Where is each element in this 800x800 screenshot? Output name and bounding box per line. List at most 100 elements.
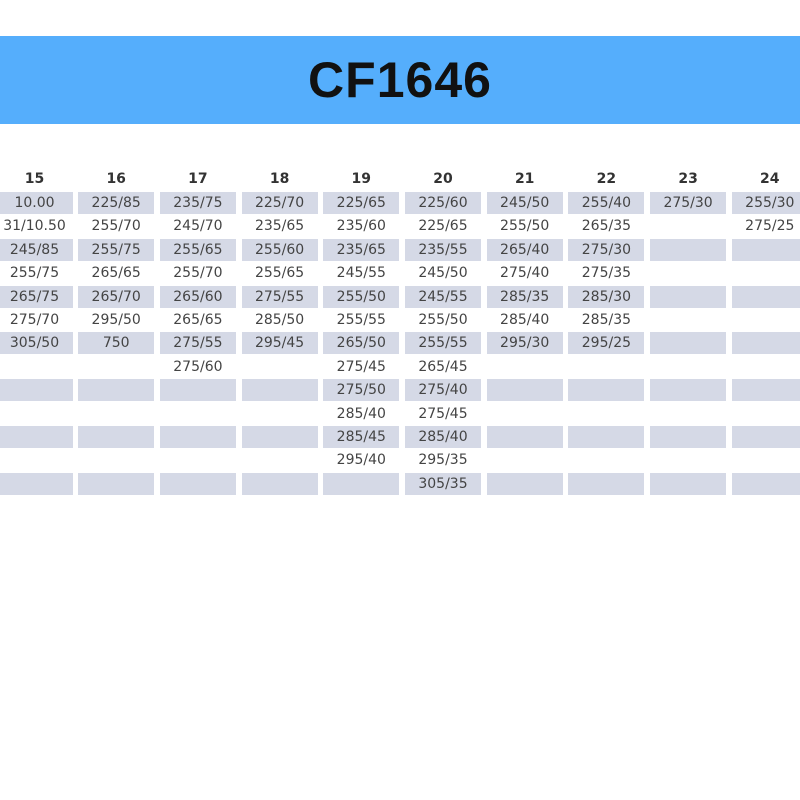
size-cell: 255/75 [9, 265, 60, 282]
size-cell: 295/25 [568, 332, 645, 355]
size-cell: 275/30 [568, 238, 645, 261]
size-cell [0, 472, 73, 495]
size-cell [487, 356, 563, 378]
size-cell [0, 449, 73, 471]
column-header: 20 [433, 171, 453, 187]
rim-column-16: 16 225/85 255/70 255/75 265/65 265/70 295/50 75… [78, 166, 155, 496]
size-cell: 245/85 [0, 238, 73, 261]
size-cell [0, 379, 73, 402]
size-cell [731, 472, 800, 495]
size-cell [78, 356, 154, 378]
size-cell: 275/60 [173, 358, 223, 375]
size-cell [731, 285, 800, 308]
column-header: 24 [760, 171, 780, 187]
size-cell [650, 238, 727, 261]
size-cell: 255/60 [241, 238, 318, 261]
size-cell: 275/45 [336, 358, 386, 375]
size-cell [650, 309, 726, 331]
size-cell: 225/85 [78, 192, 155, 214]
size-cell [241, 425, 318, 448]
size-cell: 31/10.50 [3, 218, 66, 235]
size-cell: 265/70 [78, 285, 155, 308]
size-cell: 275/35 [581, 265, 632, 282]
size-cell: 255/65 [159, 238, 236, 261]
size-cell [650, 425, 727, 448]
size-cell [242, 356, 318, 378]
size-cell [650, 379, 727, 402]
column-header: 19 [351, 171, 372, 187]
column-header: 17 [188, 171, 208, 187]
size-cell [568, 449, 644, 471]
size-cell: 275/40 [500, 265, 550, 282]
size-cell [732, 309, 800, 331]
rim-column-21: 21 245/50 255/50 265/40 275/40 285/35 285/40 29… [486, 166, 563, 496]
size-cell: 265/45 [418, 358, 468, 375]
size-cell [159, 472, 236, 495]
size-cell [242, 449, 318, 471]
column-header: 22 [596, 171, 617, 187]
size-cell [650, 285, 727, 308]
size-cell [0, 403, 73, 425]
size-cell: 235/55 [405, 238, 481, 261]
size-cell [731, 238, 800, 261]
size-cell: 225/65 [323, 192, 400, 214]
column-header: 21 [514, 171, 535, 187]
rim-column-17: 17 235/75 245/70 255/65 255/70 265/60 265/65 27… [159, 166, 236, 496]
size-cell: 285/40 [336, 405, 386, 422]
size-cell [650, 332, 727, 355]
size-cell: 10.00 [0, 192, 73, 214]
size-cell: 285/40 [500, 311, 550, 328]
title-banner: CF1646 [0, 36, 800, 124]
size-cell: 225/65 [418, 218, 468, 235]
size-cell: 265/50 [323, 332, 400, 355]
size-cell: 265/60 [159, 285, 236, 308]
size-cell [731, 332, 800, 355]
size-cell: 285/40 [405, 425, 481, 448]
rim-column-19: 19 225/65 235/60 235/65 245/55 255/50 255/55 26… [323, 166, 400, 496]
size-cell: 245/55 [336, 265, 386, 282]
size-cell [650, 215, 726, 237]
rim-column-22: 22 255/40 265/35 275/30 275/35 285/30 285/35 29… [568, 166, 645, 496]
size-cell: 265/40 [486, 238, 563, 261]
size-cell: 295/45 [241, 332, 318, 355]
size-cell: 275/30 [650, 192, 727, 214]
size-cell: 750 [78, 332, 155, 355]
size-cell: 275/45 [418, 405, 468, 422]
size-cell: 245/70 [173, 218, 223, 235]
size-cell [732, 356, 800, 378]
size-cell [78, 472, 155, 495]
size-cell: 275/50 [323, 379, 400, 402]
size-cell [323, 472, 400, 495]
size-cell [732, 449, 800, 471]
size-cell: 285/30 [568, 285, 645, 308]
size-cell [0, 425, 73, 448]
size-cell: 295/30 [486, 332, 563, 355]
size-cell [159, 425, 236, 448]
size-cell: 255/40 [568, 192, 645, 214]
size-cell: 255/55 [405, 332, 481, 355]
size-cell: 265/35 [581, 218, 632, 235]
column-header: 18 [269, 171, 290, 187]
size-cell: 225/70 [241, 192, 318, 214]
page-title: CF1646 [308, 52, 492, 108]
size-cell [568, 356, 644, 378]
size-cell: 235/65 [323, 238, 400, 261]
size-cell [650, 449, 726, 471]
size-cell [78, 379, 155, 402]
size-cell [568, 425, 645, 448]
size-cell: 285/35 [581, 311, 632, 328]
column-header: 23 [678, 171, 698, 187]
size-cell: 225/60 [405, 192, 481, 214]
size-cell [568, 403, 644, 425]
size-cell [732, 262, 800, 284]
size-cell [242, 403, 318, 425]
size-cell [241, 472, 318, 495]
size-cell [241, 379, 318, 402]
size-cell: 275/55 [159, 332, 236, 355]
size-cell: 265/65 [173, 311, 223, 328]
size-cell: 285/35 [486, 285, 563, 308]
column-header: 15 [24, 171, 45, 187]
size-cell: 255/70 [91, 218, 141, 235]
size-cell: 275/25 [745, 218, 795, 235]
size-cell: 235/60 [336, 218, 386, 235]
